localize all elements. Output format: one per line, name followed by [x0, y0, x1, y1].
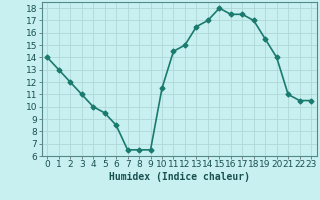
X-axis label: Humidex (Indice chaleur): Humidex (Indice chaleur) — [109, 172, 250, 182]
